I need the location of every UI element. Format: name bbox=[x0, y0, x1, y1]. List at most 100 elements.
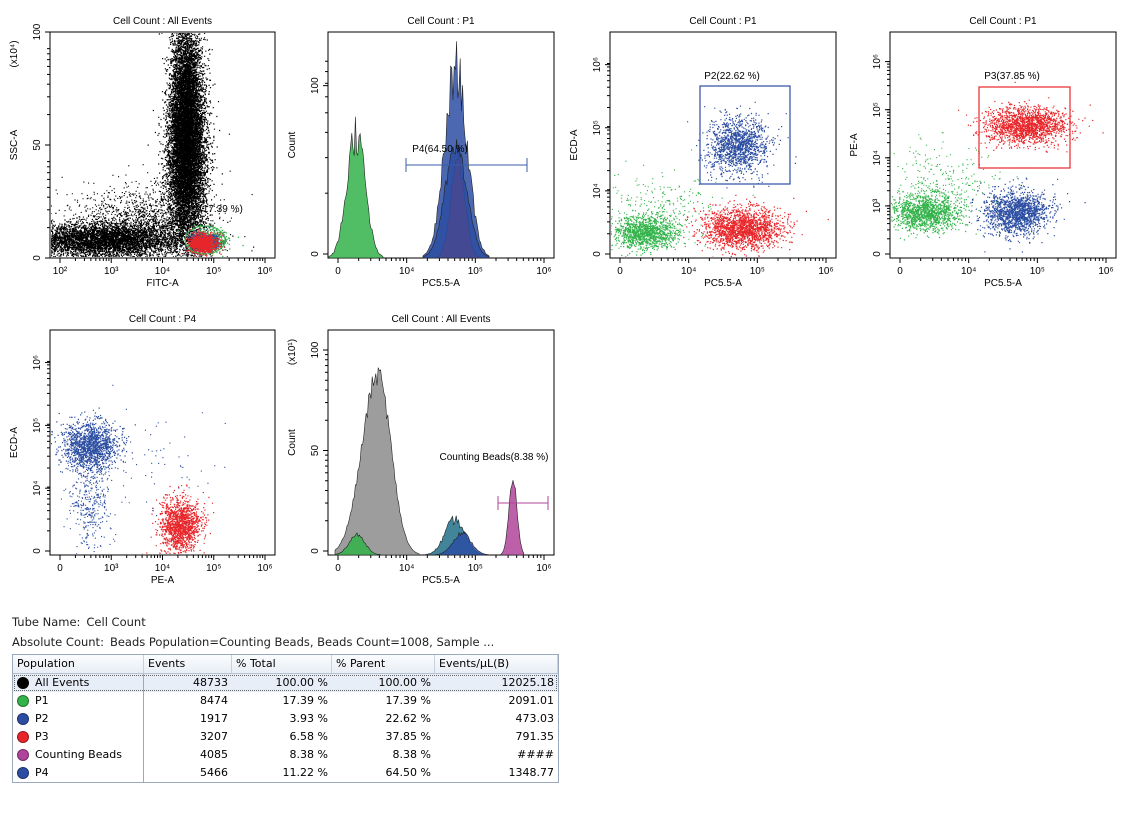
cell-events-per-ul: 1348.77 bbox=[508, 766, 555, 779]
x-tick-label: 10⁶ bbox=[257, 266, 272, 277]
table-row[interactable]: P3 3207 6.58 % 37.85 % 791.35 bbox=[13, 728, 558, 746]
x-tick-label: 10⁴ bbox=[155, 266, 170, 277]
y-axis-label: ECD-A bbox=[569, 129, 580, 160]
y-axis-label: PE-A bbox=[849, 133, 860, 157]
plots-area: Cell Count : All Events FITC-A SSC-A (x10⁴)… bbox=[9, 16, 1117, 586]
x-tick-label: 0 bbox=[335, 563, 341, 574]
tube-name-value: Cell Count bbox=[86, 615, 146, 629]
gate-p3 bbox=[978, 86, 1071, 169]
x-tick-label: 10⁵ bbox=[468, 563, 483, 574]
cell-population: P4 bbox=[13, 764, 144, 782]
x-tick-label: 0 bbox=[335, 266, 341, 277]
plot-title: Cell Count : P1 bbox=[969, 16, 1037, 27]
cell-population: P1 bbox=[13, 692, 144, 710]
y-axis-exponent: (x10¹) bbox=[287, 339, 298, 365]
cell-events: 5466 bbox=[200, 766, 228, 779]
scatter-population bbox=[683, 194, 829, 257]
cell-events-per-ul: #### bbox=[517, 748, 554, 761]
y-axis-label: Count bbox=[287, 429, 298, 456]
population-name: P3 bbox=[35, 730, 49, 743]
x-tick-label: 10⁴ bbox=[961, 266, 976, 277]
y-axis-exponent: (x10⁴) bbox=[9, 40, 20, 67]
table-row[interactable]: P1 8474 17.39 % 17.39 % 2091.01 bbox=[13, 692, 558, 710]
tube-name-label: Tube Name: bbox=[12, 615, 81, 629]
x-tick-label: 10⁵ bbox=[206, 563, 221, 574]
y-tick-label: 10⁵ bbox=[872, 102, 883, 117]
cell-percent-parent: 8.38 % bbox=[392, 748, 431, 761]
scatter-population bbox=[611, 204, 704, 257]
scatter-population bbox=[958, 81, 1104, 153]
scatter-points bbox=[891, 132, 1025, 235]
y-axis-label: Count bbox=[287, 131, 298, 158]
cell-percent-parent: 22.62 % bbox=[385, 712, 431, 725]
y-tick-label: 100 bbox=[32, 23, 43, 40]
cell-percent-parent: 37.85 % bbox=[385, 730, 431, 743]
x-tick-label: 0 bbox=[617, 266, 623, 277]
header-percent-total[interactable]: % Total bbox=[232, 655, 332, 673]
cell-percent-total: 3.93 % bbox=[289, 712, 328, 725]
cell-population: P3 bbox=[13, 728, 144, 746]
population-name: Counting Beads bbox=[35, 748, 122, 761]
plot-p2: Cell Count : P1 PC5.5-A Count 0 10⁴ 10⁵ 10⁶ 0 10… bbox=[287, 16, 555, 289]
scatter-population bbox=[687, 101, 797, 189]
cell-percent-parent: 17.39 % bbox=[385, 694, 431, 707]
cell-events: 1917 bbox=[200, 712, 228, 725]
x-tick-label: 10³ bbox=[104, 563, 119, 574]
header-events-per-ul[interactable]: Events/µL(B) bbox=[435, 655, 558, 673]
table-body: All Events 48733 100.00 % 100.00 % 12025.18 P… bbox=[13, 674, 558, 782]
population-name: All Events bbox=[35, 676, 90, 689]
cell-population: P2 bbox=[13, 710, 144, 728]
plot-title: Cell Count : P4 bbox=[129, 314, 197, 325]
header-percent-parent[interactable]: % Parent bbox=[332, 655, 435, 673]
hist-blue-front bbox=[422, 139, 490, 259]
scatter-points bbox=[683, 194, 829, 257]
x-tick-label: 10⁵ bbox=[1030, 266, 1045, 277]
plot-p4: Cell Count : P1 PC5.5-A PE-A 0 10⁴ 10⁵ 10⁶ 0 10³… bbox=[849, 16, 1117, 289]
gate-p2 bbox=[699, 85, 791, 185]
absolute-count-value: Beads Population=Counting Beads, Beads C… bbox=[109, 635, 495, 649]
y-tick-label: 10³ bbox=[872, 198, 883, 213]
y-tick-label: 10⁴ bbox=[32, 480, 43, 495]
table-row[interactable]: Counting Beads 4085 8.38 % 8.38 % #### bbox=[13, 746, 558, 764]
x-axis-label: FITC-A bbox=[146, 278, 179, 289]
population-color-icon bbox=[17, 731, 29, 743]
cell-events-per-ul: 2091.01 bbox=[508, 694, 555, 707]
y-tick-label: 10⁵ bbox=[32, 418, 43, 433]
statistics-table[interactable]: Population Events % Total % Parent Event… bbox=[12, 654, 559, 783]
x-tick-label: 0 bbox=[897, 266, 903, 277]
table-row[interactable]: P2 1917 3.93 % 22.62 % 473.03 bbox=[13, 710, 558, 728]
absolute-count-line: Absolute Count: Beads Population=Counting… bbox=[12, 632, 494, 652]
table-row[interactable]: P4 5466 11.22 % 64.50 % 1348.77 bbox=[13, 764, 558, 782]
plot-title: Cell Count : All Events bbox=[392, 314, 491, 325]
cell-percent-total: 100.00 % bbox=[275, 676, 328, 689]
cell-events-per-ul: 791.35 bbox=[515, 730, 555, 743]
scatter-population bbox=[51, 201, 255, 257]
scatter-points bbox=[146, 484, 215, 554]
header-events[interactable]: Events bbox=[144, 655, 232, 673]
scatter-population bbox=[968, 177, 1086, 253]
table-header: Population Events % Total % Parent Event… bbox=[13, 655, 558, 674]
hist-green bbox=[328, 116, 384, 259]
plot-title: Cell Count : P1 bbox=[689, 16, 757, 27]
y-tick-label: 10⁵ bbox=[592, 120, 603, 135]
header-population[interactable]: Population bbox=[13, 655, 144, 673]
gate-label-beads: Counting Beads(8.38 %) bbox=[440, 452, 549, 463]
x-tick-label: 10⁶ bbox=[818, 266, 833, 277]
population-color-icon bbox=[17, 677, 29, 689]
scatter-points bbox=[687, 101, 797, 189]
cell-percent-total: 11.22 % bbox=[282, 766, 328, 779]
table-row[interactable]: All Events 48733 100.00 % 100.00 % 12025.18 bbox=[13, 674, 558, 692]
hist-green bbox=[332, 532, 382, 556]
x-tick-label: 10⁶ bbox=[536, 563, 551, 574]
population-color-icon bbox=[17, 767, 29, 779]
population-name: P4 bbox=[35, 766, 49, 779]
scatter-points bbox=[968, 177, 1086, 253]
scatter-population bbox=[891, 182, 999, 241]
cell-events: 3207 bbox=[200, 730, 228, 743]
y-tick-label: 100 bbox=[310, 77, 321, 94]
plot-title: Cell Count : All Events bbox=[113, 16, 212, 27]
cell-events-per-ul: 473.03 bbox=[515, 712, 555, 725]
population-color-icon bbox=[17, 713, 29, 725]
scatter-points bbox=[51, 164, 253, 257]
y-axis-label: ECD-A bbox=[9, 427, 20, 458]
